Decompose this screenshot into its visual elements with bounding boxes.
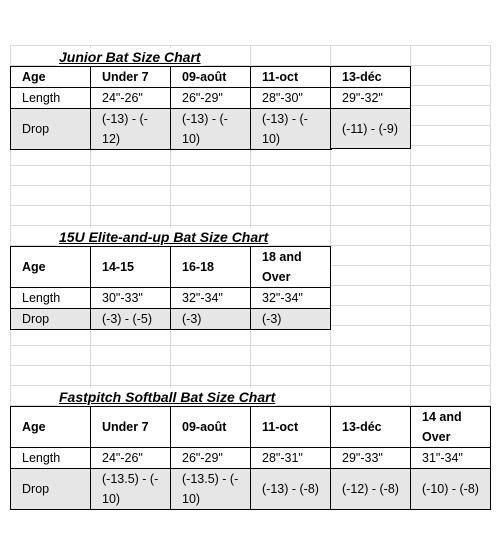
header-cell: Age <box>10 66 91 88</box>
fastpitch-bat-size-table: Age Under 7 09-août 11-oct 13-déc 14 and… <box>10 406 491 510</box>
header-cell: 09-août <box>170 406 251 448</box>
header-cell: 09-août <box>170 66 251 88</box>
header-cell: Age <box>10 246 91 288</box>
table-cell: (-10) - (-8) <box>410 468 491 510</box>
table-cell: 32"-34" <box>170 287 251 309</box>
table-cell: 26"-29" <box>170 447 251 469</box>
table-cell: 31"-34" <box>410 447 491 469</box>
table-header-row: Age Under 7 09-août 11-oct <box>10 66 332 88</box>
table-cell: (-13) - (- 10) <box>170 108 251 150</box>
table-cell: 32"-34" <box>250 287 331 309</box>
table-cell: (-13) - (- 10) <box>250 108 332 150</box>
table-row: Length 24"-26" 26"-29" 28"-31" 29"-33" 3… <box>10 447 491 469</box>
table-cell: (-13) - (- 12) <box>90 108 171 150</box>
row-label: Length <box>10 87 91 109</box>
row-label: Length <box>10 287 91 309</box>
table-cell: (-11) - (-9) <box>330 108 411 149</box>
table-cell: 28"-31" <box>250 447 331 469</box>
table-cell: 26"-29" <box>170 87 251 109</box>
table-row: Drop (-13.5) - (- 10) (-13.5) - (- 10) (-1… <box>10 468 491 510</box>
header-cell: 11-oct <box>250 66 332 88</box>
header-cell: 14-15 <box>90 246 171 288</box>
table-cell: (-3) - (-5) <box>90 308 171 330</box>
header-cell: 13-déc <box>330 406 411 448</box>
table-row: Drop (-3) - (-5) (-3) (-3) <box>10 308 331 330</box>
table-row: Drop (-13) - (- 12) (-13) - (- 10) (-13) -… <box>10 108 332 150</box>
header-cell: Under 7 <box>90 406 171 448</box>
junior-chart-title: Junior Bat Size Chart <box>57 48 203 66</box>
table-cell: (-13.5) - (- 10) <box>170 468 251 510</box>
header-cell: 11-oct <box>250 406 331 448</box>
table-cell: 30"-33" <box>90 287 171 309</box>
table-header-row: Age Under 7 09-août 11-oct 13-déc 14 and… <box>10 406 491 448</box>
table-cell: (-3) <box>250 308 331 330</box>
table-cell: (-12) - (-8) <box>330 468 411 510</box>
header-cell: Under 7 <box>90 66 171 88</box>
row-label: Drop <box>10 308 91 330</box>
elite-bat-size-table: Age 14-15 16-18 18 and Over Length 30"-33… <box>10 246 331 330</box>
junior-bat-size-table: Age Under 7 09-août 11-oct Length 24"-26… <box>10 66 332 150</box>
row-label: Length <box>10 447 91 469</box>
table-cell: 29"-32" <box>330 87 411 109</box>
table-cell: 24"-26" <box>90 87 171 109</box>
header-cell: 14 and Over <box>410 406 491 448</box>
junior-bat-size-table-extra: 13-déc 29"-32" (-11) - (-9) <box>330 66 411 149</box>
table-cell: 28"-30" <box>250 87 332 109</box>
table-row: Length 24"-26" 26"-29" 28"-30" <box>10 87 332 109</box>
table-cell: (-13) - (-8) <box>250 468 331 510</box>
elite-chart-title: 15U Elite-and-up Bat Size Chart <box>57 228 271 246</box>
table-cell: (-13.5) - (- 10) <box>90 468 171 510</box>
row-label: Drop <box>10 468 91 510</box>
fastpitch-chart-title: Fastpitch Softball Bat Size Chart <box>57 388 278 406</box>
table-cell: 29"-33" <box>330 447 411 469</box>
table-row: Length 30"-33" 32"-34" 32"-34" <box>10 287 331 309</box>
header-cell: 13-déc <box>330 66 411 88</box>
row-label: Drop <box>10 108 91 150</box>
table-cell: 24"-26" <box>90 447 171 469</box>
header-cell: 18 and Over <box>250 246 331 288</box>
header-cell: 16-18 <box>170 246 251 288</box>
table-cell: (-3) <box>170 308 251 330</box>
table-header-row: Age 14-15 16-18 18 and Over <box>10 246 331 288</box>
header-cell: Age <box>10 406 91 448</box>
